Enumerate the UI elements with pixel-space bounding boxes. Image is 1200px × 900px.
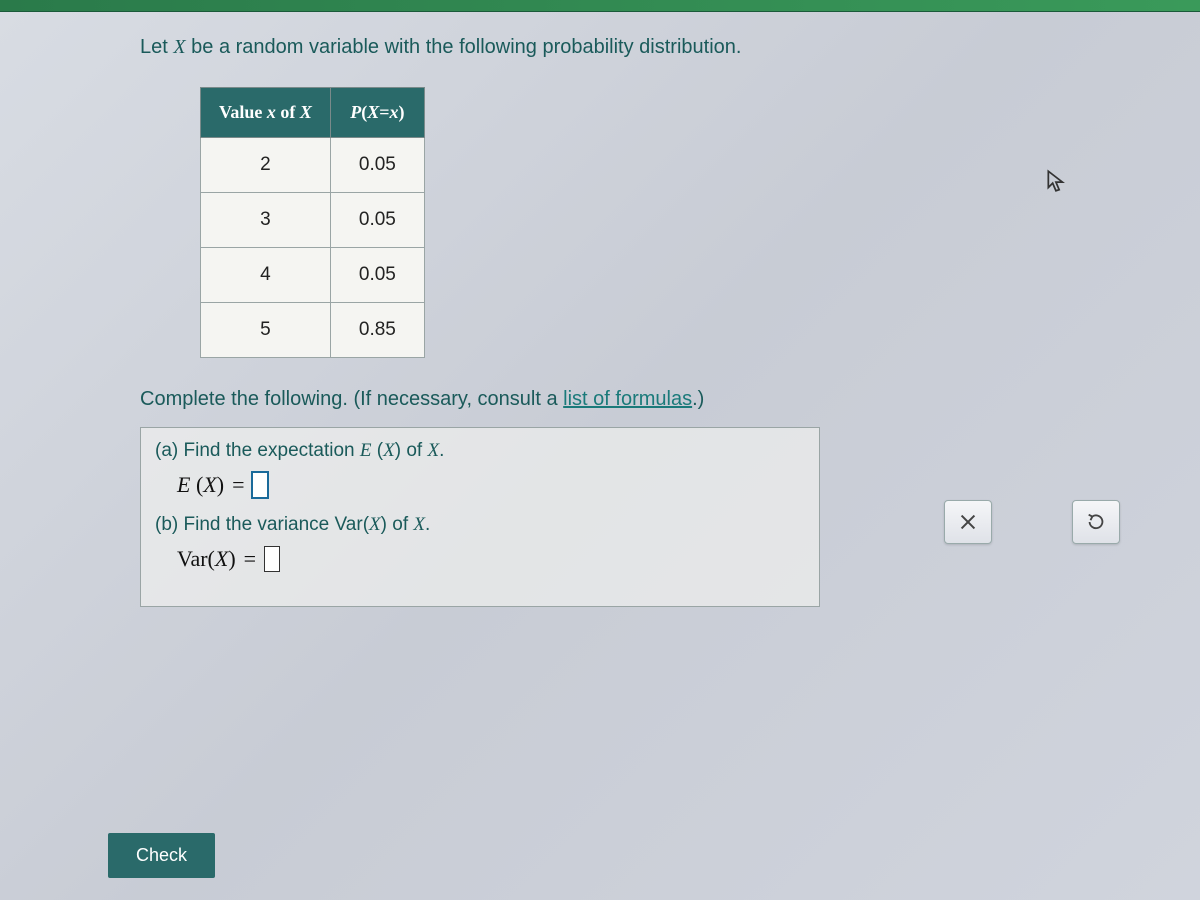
intro-text: Let X be a random variable with the foll… xyxy=(140,36,1060,59)
cell-x: 2 xyxy=(201,138,331,193)
answer-box: (a) Find the expectation E (X) of X. E (… xyxy=(140,427,820,607)
complete-prefix: Complete the following. (If necessary, c… xyxy=(140,388,563,410)
complete-text: Complete the following. (If necessary, c… xyxy=(140,388,1060,411)
part-b-equation: Var(X) = xyxy=(177,546,805,572)
intro-prefix: Let xyxy=(140,36,173,58)
variance-input[interactable] xyxy=(264,546,280,572)
cell-p: 0.05 xyxy=(330,138,424,193)
expectation-input[interactable] xyxy=(252,472,268,498)
undo-icon xyxy=(1085,511,1107,533)
side-button-bar xyxy=(944,500,1120,544)
intro-suffix: be a random variable with the following … xyxy=(186,36,742,58)
part-a-label: (a) Find the expectation E (X) of X. xyxy=(155,440,805,462)
table-row: 5 0.85 xyxy=(201,303,425,358)
cell-p: 0.85 xyxy=(330,303,424,358)
formulas-link[interactable]: list of formulas xyxy=(563,388,692,410)
table-row: 4 0.05 xyxy=(201,248,425,303)
reset-button[interactable] xyxy=(1072,500,1120,544)
cell-p: 0.05 xyxy=(330,193,424,248)
cell-x: 5 xyxy=(201,303,331,358)
part-b-label: (b) Find the variance Var(X) of X. xyxy=(155,514,805,536)
top-accent-bar xyxy=(0,0,1200,12)
table-header-prob: P(X=x) xyxy=(330,88,424,138)
intro-var: X xyxy=(173,36,185,58)
table-row: 3 0.05 xyxy=(201,193,425,248)
complete-suffix: .) xyxy=(692,388,704,410)
cell-x: 4 xyxy=(201,248,331,303)
table-header-value: Value x of X xyxy=(201,88,331,138)
x-icon xyxy=(957,511,979,533)
table-row: 2 0.05 xyxy=(201,138,425,193)
cell-p: 0.05 xyxy=(330,248,424,303)
clear-button[interactable] xyxy=(944,500,992,544)
check-button[interactable]: Check xyxy=(108,833,215,878)
part-a-equation: E (X) = xyxy=(177,472,805,498)
cursor-icon xyxy=(1044,168,1070,199)
probability-table: Value x of X P(X=x) 2 0.05 3 0.05 4 0.05 xyxy=(200,87,425,358)
cell-x: 3 xyxy=(201,193,331,248)
